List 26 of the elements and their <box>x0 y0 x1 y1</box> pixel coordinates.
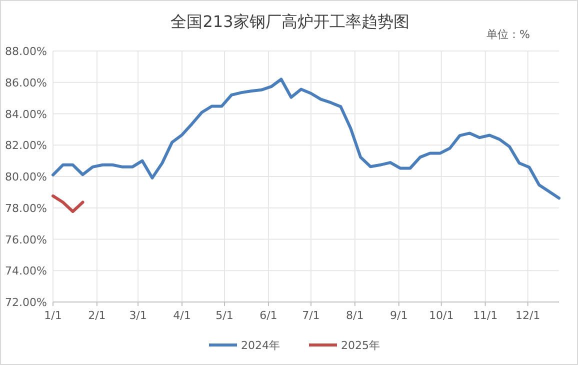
line-series <box>52 78 560 200</box>
y-tick-label: 88.00% <box>5 45 47 58</box>
x-tick-label: 7/1 <box>302 309 320 322</box>
x-tick-label: 8/1 <box>346 309 364 322</box>
y-tick-label: 78.00% <box>5 202 47 215</box>
legend-label: 2024年 <box>241 339 280 352</box>
x-tick-label: 10/1 <box>429 309 454 322</box>
y-tick-label: 84.00% <box>5 108 47 121</box>
x-tick-label: 5/1 <box>216 309 234 322</box>
y-tick-label: 80.00% <box>5 170 47 184</box>
x-tick-label: 3/1 <box>129 309 147 322</box>
y-tick-label: 76.00% <box>5 233 47 246</box>
y-tick-label: 72.00% <box>5 296 47 309</box>
x-tick-label: 12/1 <box>515 309 540 322</box>
chart-title: 全国213家钢厂高炉开工率趋势图 <box>170 12 410 31</box>
y-tick-label: 86.00% <box>5 76 47 90</box>
x-tick-label: 2/1 <box>88 309 106 322</box>
x-tick-label: 9/1 <box>390 309 408 322</box>
x-tick-label: 1/1 <box>44 309 62 322</box>
x-tick-label: 4/1 <box>173 309 191 322</box>
x-tick-label: 6/1 <box>260 309 278 322</box>
y-tick-label: 74.00% <box>5 264 47 278</box>
legend-label: 2025年 <box>341 339 380 352</box>
text: 单位：% <box>486 28 530 41</box>
x-tick-label: 11/1 <box>472 309 498 322</box>
y-tick-label: 82.00% <box>5 139 47 152</box>
